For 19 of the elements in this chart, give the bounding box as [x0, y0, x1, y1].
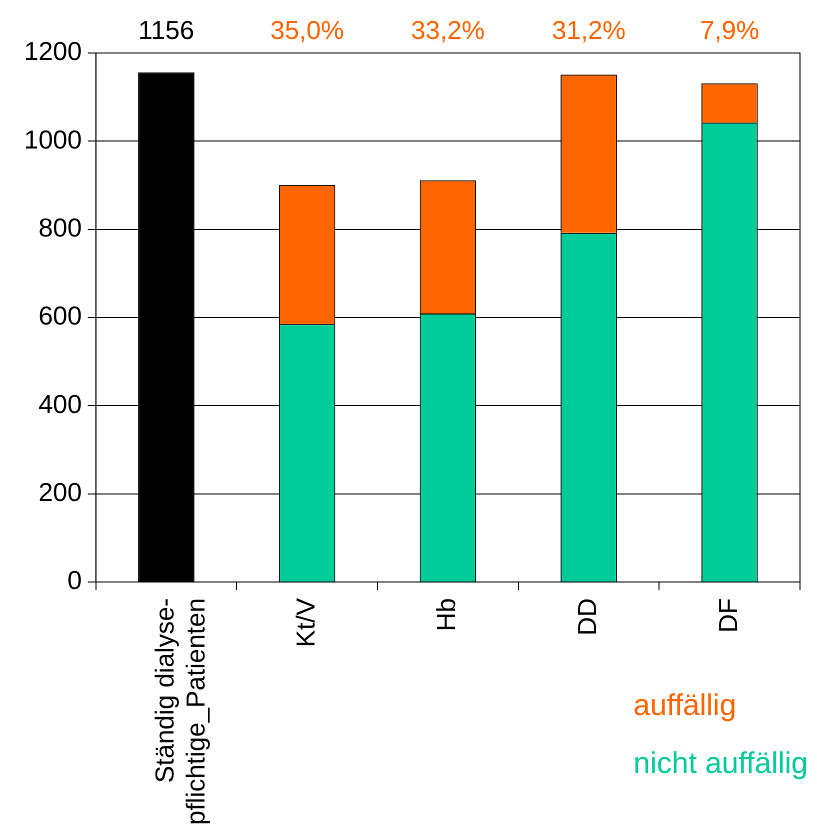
text: 7,9% — [700, 15, 760, 46]
y-tick-label: 1000 — [24, 124, 82, 154]
y-tick-label: 200 — [38, 477, 82, 508]
y-tick-label: 400 — [38, 388, 82, 419]
y-tick-label: 600 — [38, 300, 82, 331]
x-tick-label: DF — [712, 598, 743, 633]
text: 33,2% — [411, 15, 485, 46]
data-label: 1156 — [138, 15, 194, 46]
text: auffällig — [633, 688, 738, 724]
x-tick-label: Hb — [431, 598, 462, 632]
y-tick-label: 800 — [38, 212, 82, 243]
x-tick-label: Ständig dialyse-pflichtige_Patienten — [149, 598, 211, 826]
x-tick-label: DD — [572, 598, 602, 636]
y-tick-label: 1200 — [24, 36, 82, 66]
text: 35,0% — [270, 15, 344, 46]
text: 31,2% — [552, 15, 626, 46]
y-tick-label: 0 — [67, 565, 82, 596]
x-tick-label: Kt/V — [290, 597, 320, 648]
text: nicht auffällig — [633, 746, 808, 782]
